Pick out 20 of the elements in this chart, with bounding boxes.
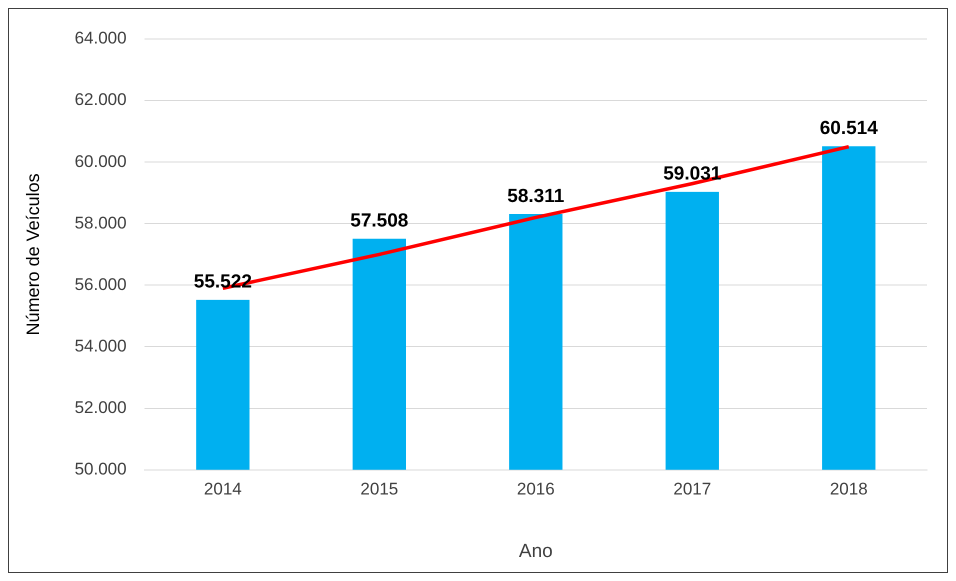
y-tick-label: 56.000	[74, 274, 127, 294]
y-tick-label: 54.000	[74, 336, 127, 356]
y-tick-label: 62.000	[74, 90, 127, 110]
data-label: 60.514	[820, 118, 878, 140]
y-tick-label: 60.000	[74, 152, 127, 171]
x-tick-label: 2015	[360, 480, 398, 499]
y-tick-label: 50.000	[74, 459, 127, 478]
y-axis-title: Número de Veículos	[22, 173, 43, 336]
y-tick-label: 52.000	[74, 398, 127, 417]
data-label: 57.508	[350, 210, 408, 232]
x-tick-label: 2017	[673, 480, 712, 499]
y-tick-label: 64.000	[74, 28, 127, 48]
x-tick-label: 2016	[516, 480, 555, 499]
x-tick-label: 2014	[204, 480, 242, 499]
data-label: 59.031	[663, 164, 722, 185]
y-tick-label: 58.000	[74, 213, 127, 232]
x-tick-label: 2018	[830, 480, 868, 499]
x-axis-title: Ano	[518, 540, 553, 562]
data-label: 58.311	[507, 186, 565, 207]
data-label: 55.522	[194, 272, 252, 293]
